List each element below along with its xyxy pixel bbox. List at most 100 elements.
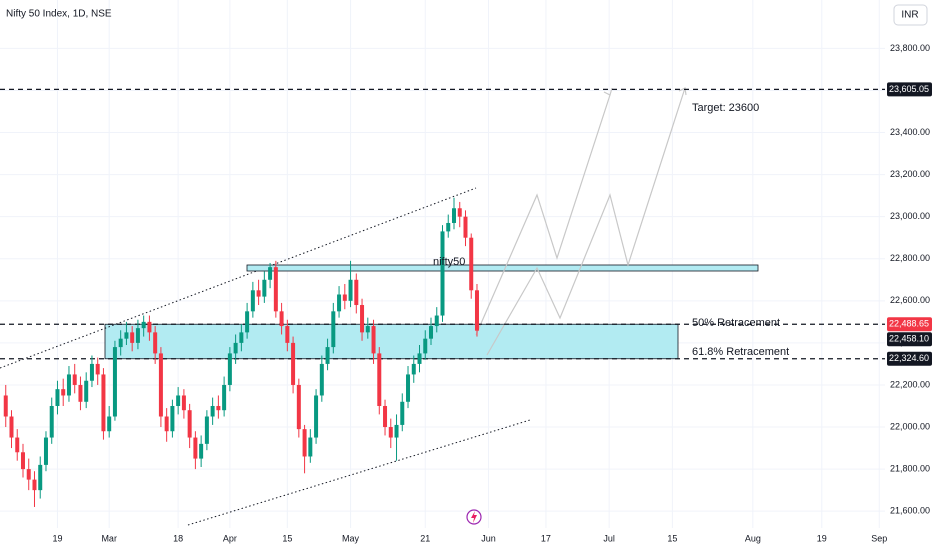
price-label: 22,324.60 — [889, 353, 929, 363]
candle-body — [112, 347, 117, 417]
candle-body — [268, 267, 273, 280]
candle-body — [463, 216, 468, 238]
candle-body — [55, 389, 60, 406]
candle-body — [348, 279, 353, 301]
currency-box[interactable] — [893, 4, 928, 26]
candle-body — [417, 353, 422, 364]
candle-body — [446, 222, 451, 232]
candle-body — [147, 321, 152, 333]
candle-body — [337, 294, 342, 312]
price-label-box — [887, 317, 932, 332]
candle-body — [210, 405, 215, 417]
candle-body — [130, 332, 135, 343]
candle-body — [181, 395, 186, 411]
candle-body — [411, 363, 416, 375]
price-label-box — [887, 332, 932, 347]
channel-upper — [0, 187, 477, 369]
candle-body — [331, 311, 336, 348]
candle-body — [342, 294, 347, 301]
candle-body — [3, 395, 8, 417]
currency: INR — [901, 10, 918, 21]
projection-path — [475, 94, 611, 336]
candle-body — [227, 353, 232, 385]
price-label: 23,605.05 — [889, 84, 929, 94]
resistance-box — [246, 264, 759, 272]
candle-body — [388, 427, 393, 438]
candle-body — [124, 332, 129, 339]
candle-body — [170, 405, 175, 432]
candle-body — [296, 384, 301, 430]
candle-body — [440, 231, 445, 316]
y-tick-label: 23,400.00 — [890, 127, 930, 137]
candle-body — [9, 416, 14, 438]
x-tick-label: Aug — [745, 533, 761, 543]
y-tick-label: 21,800.00 — [890, 463, 930, 473]
candle-body — [429, 326, 434, 339]
price-label: 22,458.10 — [889, 334, 929, 344]
symbol-title: Nifty 50 Index, 1D, NSE — [6, 9, 112, 20]
candle-body — [319, 363, 324, 396]
y-tick-label: 23,800.00 — [890, 43, 930, 53]
candle-body — [216, 405, 221, 411]
y-tick-label: 22,200.00 — [890, 379, 930, 389]
candle-body — [451, 208, 456, 223]
candle-body — [233, 342, 238, 354]
candle-body — [43, 437, 48, 465]
candle-body — [371, 326, 376, 354]
y-tick-label: 21,600.00 — [890, 506, 930, 516]
x-tick-label: Jun — [481, 533, 496, 543]
candle-body — [176, 395, 181, 406]
candle-body — [204, 416, 209, 444]
price-label-box — [887, 82, 932, 97]
candle-body — [118, 338, 123, 348]
candle-body — [199, 443, 204, 459]
candle-body — [279, 311, 284, 327]
candle-body — [406, 374, 411, 402]
candle-body — [354, 279, 359, 306]
annotation: 61.8% Retracement — [692, 346, 789, 358]
candle-body — [153, 332, 158, 354]
candle-body — [193, 437, 198, 459]
projection-path — [486, 87, 686, 356]
candle-body — [308, 437, 313, 457]
y-tick-label: 23,200.00 — [890, 169, 930, 179]
candle-body — [49, 405, 54, 438]
candle-body — [187, 410, 192, 438]
candle-body — [302, 429, 307, 457]
candle-body — [469, 237, 474, 291]
candle-body — [20, 452, 25, 470]
x-tick-label: 17 — [541, 533, 551, 543]
price-label-box — [887, 351, 932, 366]
candle-body — [291, 342, 296, 385]
candle-body — [26, 469, 31, 480]
y-tick-label: 22,600.00 — [890, 295, 930, 305]
x-tick-label: Jul — [603, 533, 615, 543]
candle-body — [101, 374, 106, 432]
candle-body — [32, 479, 37, 491]
annotation: Target: 23600 — [692, 102, 759, 114]
candle-body — [66, 374, 71, 396]
candle-body — [164, 416, 169, 432]
projection-arrow — [603, 87, 613, 96]
x-tick-label: 18 — [173, 533, 183, 543]
candle-body — [273, 267, 278, 312]
candle-body — [434, 315, 439, 327]
candle-body — [377, 353, 382, 406]
candle-body — [256, 290, 261, 297]
y-tick-label: 23,000.00 — [890, 211, 930, 221]
candle-body — [78, 384, 83, 402]
candle-body — [423, 338, 428, 354]
annotation: 50% Retracement — [692, 317, 780, 329]
x-tick-label: 19 — [817, 533, 827, 543]
candle-body — [360, 305, 365, 333]
x-tick-label: 21 — [420, 533, 430, 543]
x-tick-label: 15 — [282, 533, 292, 543]
candle-body — [61, 389, 66, 396]
candle-body — [250, 290, 255, 312]
candle-body — [394, 424, 399, 438]
axes: 23,800.0023,600.0023,400.0023,200.0023,0… — [52, 43, 932, 543]
candle-body — [457, 208, 462, 217]
candle-body — [89, 363, 94, 381]
retracement-zone — [104, 323, 679, 360]
